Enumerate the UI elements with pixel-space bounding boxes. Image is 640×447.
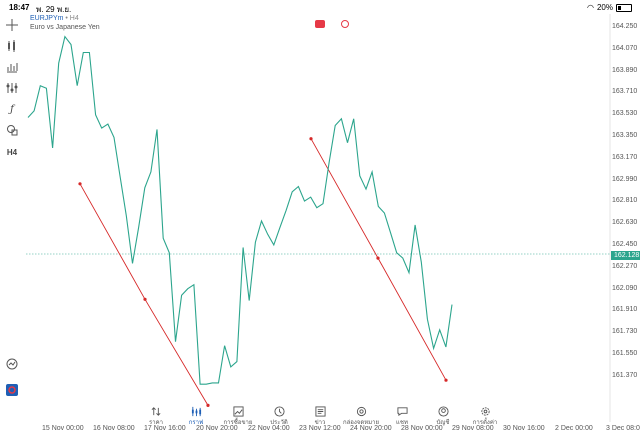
- trendline[interactable]: [79, 183, 209, 406]
- app-logo-icon[interactable]: [4, 382, 20, 398]
- x-tick-label: 29 Nov 08:00: [452, 425, 494, 432]
- y-tick-label: 162.810: [612, 197, 638, 205]
- candles-icon[interactable]: [4, 38, 20, 54]
- quick-trade-icon[interactable]: [341, 20, 349, 28]
- left-toolbar: ƒ H4: [0, 14, 24, 439]
- tab-trade[interactable]: การซื้อขาย: [218, 406, 258, 427]
- trendline-anchor[interactable]: [78, 182, 82, 186]
- battery-icon: [616, 3, 632, 12]
- trendline-anchor[interactable]: [444, 378, 448, 382]
- y-tick-label: 161.910: [612, 306, 638, 314]
- tab-account[interactable]: บัญชี: [423, 406, 463, 427]
- trendline-anchor[interactable]: [206, 403, 210, 407]
- trendline-anchor[interactable]: [143, 297, 147, 301]
- wifi-icon: ◠: [587, 3, 594, 12]
- news-icon: [300, 406, 340, 417]
- x-tick-label: 30 Nov 16:00: [503, 425, 545, 432]
- y-tick-label: 164.250: [612, 23, 638, 30]
- x-tick-label: 20 Nov 20:00: [196, 425, 238, 432]
- status-time: 18:47: [9, 3, 30, 12]
- sort-icon: [136, 406, 176, 417]
- tab-label: ข่าว: [314, 420, 326, 426]
- tab-chart[interactable]: กราฟ: [176, 406, 216, 427]
- shapes-icon[interactable]: [4, 122, 20, 138]
- function-icon[interactable]: ƒ: [10, 103, 14, 115]
- current-price-tag: 162.128: [611, 251, 640, 260]
- tab-label: การซื้อขาย: [223, 420, 253, 426]
- crosshair-icon[interactable]: [4, 17, 20, 33]
- tab-label: ราคา: [149, 420, 163, 426]
- symbol-name: EURJPYm: [30, 15, 64, 22]
- tab-settings[interactable]: การตั้งค่า: [465, 406, 505, 427]
- status-date: พ. 29 พ.ย.: [36, 5, 72, 14]
- x-tick-label: 15 Nov 00:00: [42, 425, 84, 432]
- bottom-tab-bar: ราคา กราฟ การซื้อขาย ประวัติ ข่าว กล่องจดหมาย…: [0, 406, 640, 447]
- tab-label: กล่องจดหมาย: [342, 420, 380, 426]
- y-tick-label: 161.550: [612, 350, 638, 357]
- x-tick-label: 2 Dec 00:00: [555, 425, 593, 432]
- mail-icon: [341, 406, 381, 417]
- y-tick-label: 163.170: [612, 153, 638, 161]
- chat-icon: [382, 406, 422, 417]
- y-tick-label: 163.890: [612, 66, 638, 74]
- y-tick-label: 162.090: [612, 284, 638, 292]
- tab-label: ประวัติ: [270, 420, 288, 426]
- one-click-trade-icon[interactable]: [315, 20, 325, 28]
- symbol-description: Euro vs Japanese Yen: [30, 24, 100, 31]
- trade-signal-icon[interactable]: [4, 356, 20, 372]
- timeframe-button[interactable]: H4: [6, 147, 18, 157]
- bars-icon[interactable]: [4, 59, 20, 75]
- tab-label: การตั้งค่า: [472, 420, 498, 426]
- status-right: ◠ 20%: [587, 3, 632, 12]
- battery-text: 20%: [596, 3, 613, 12]
- x-tick-label: 22 Nov 04:00: [248, 425, 290, 432]
- chart-controls: [315, 20, 349, 28]
- tab-label: กราฟ: [188, 420, 204, 426]
- status-bar: 18:47 พ. 29 พ.ย. ◠ 20%: [0, 0, 640, 14]
- x-tick-label: 28 Nov 00:00: [401, 425, 443, 432]
- trade-icon: [218, 406, 258, 417]
- indicators-icon[interactable]: [4, 80, 20, 96]
- account-icon: [423, 406, 463, 417]
- settings-icon: [465, 406, 505, 417]
- tab-label: แชท: [396, 420, 408, 426]
- y-tick-label: 163.530: [612, 110, 638, 118]
- chart-icon: [176, 406, 216, 417]
- y-tick-label: 162.990: [612, 175, 638, 183]
- tab-mail[interactable]: กล่องจดหมาย: [341, 406, 381, 427]
- y-tick-label: 163.710: [612, 88, 638, 96]
- y-tick-label: 161.370: [612, 371, 638, 379]
- tab-chat[interactable]: แชท: [382, 406, 422, 427]
- tab-news[interactable]: ข่าว: [300, 406, 340, 427]
- tab-label: บัญชี: [436, 420, 450, 426]
- y-tick-label: 162.450: [612, 241, 638, 248]
- x-tick-label: 17 Nov 16:00: [144, 425, 186, 432]
- y-tick-label: 162.270: [612, 262, 638, 270]
- tab-sort[interactable]: ราคา: [136, 406, 176, 427]
- trendline-anchor[interactable]: [309, 137, 313, 141]
- y-tick-label: 162.630: [612, 219, 638, 227]
- x-tick-label: 16 Nov 08:00: [93, 425, 135, 432]
- trendline-anchor[interactable]: [376, 256, 380, 260]
- y-tick-label: 161.730: [612, 328, 638, 336]
- symbol-title[interactable]: EURJPYm • H4: [30, 15, 79, 22]
- y-tick-label: 164.070: [612, 44, 638, 52]
- price-series-line: [27, 35, 453, 385]
- x-tick-label: 24 Nov 20:00: [350, 425, 392, 432]
- x-tick-label: 23 Nov 12:00: [299, 425, 341, 432]
- tab-history[interactable]: ประวัติ: [259, 406, 299, 427]
- x-tick-label: 3 Dec 08:0: [606, 425, 640, 432]
- y-tick-label: 163.350: [612, 132, 638, 139]
- history-icon: [259, 406, 299, 417]
- symbol-timeframe: • H4: [65, 15, 79, 22]
